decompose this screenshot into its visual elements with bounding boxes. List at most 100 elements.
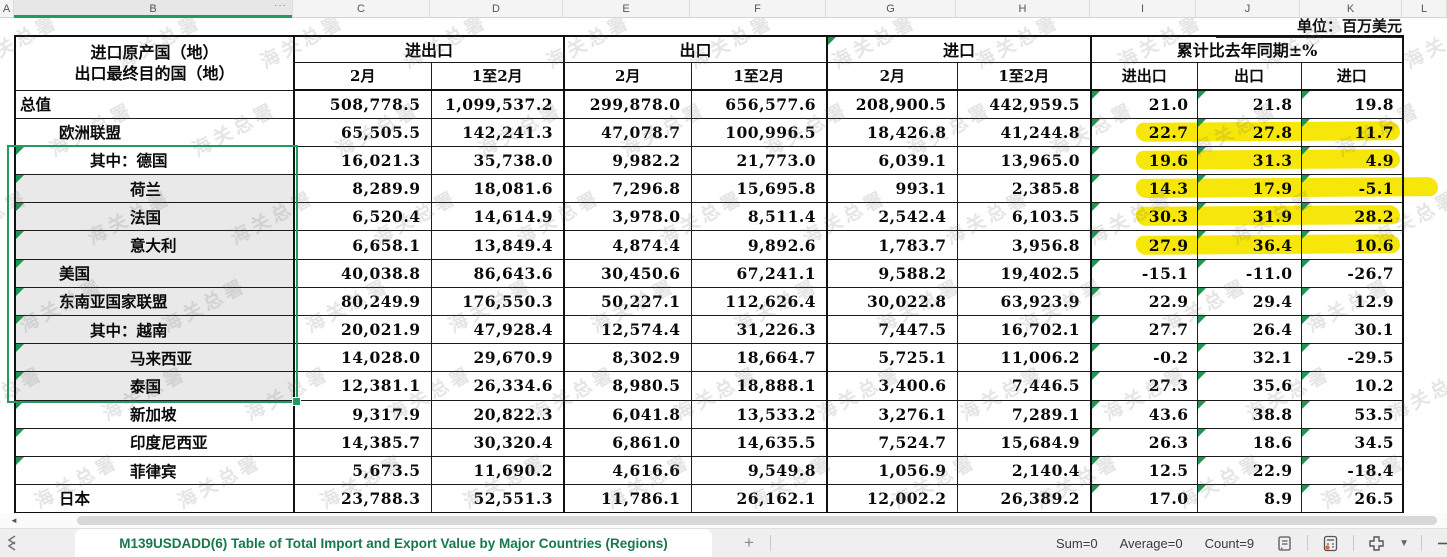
scrollbar-thumb[interactable] [77, 516, 1437, 525]
value-cell[interactable]: 8,289.9 [293, 174, 432, 204]
value-cell[interactable]: 9,588.2 [826, 258, 958, 288]
value-cell[interactable]: 12,002.2 [826, 484, 958, 514]
value-cell[interactable]: -11.0 [1196, 258, 1302, 288]
row-label-cell[interactable]: 菲律宾 [14, 455, 295, 486]
column-header-I[interactable]: I [1090, 0, 1196, 17]
row-label-cell[interactable]: 马来西亚 [14, 343, 295, 373]
value-cell[interactable]: 43.6 [1090, 399, 1198, 429]
value-cell[interactable]: 19.8 [1300, 89, 1404, 119]
column-subheader[interactable]: 2月 [563, 61, 692, 91]
value-cell[interactable]: 1,056.9 [826, 455, 958, 486]
value-cell[interactable]: 18,426.8 [826, 117, 958, 147]
value-cell[interactable]: 19.6 [1090, 145, 1198, 176]
sheet-nav-icon[interactable] [4, 535, 20, 551]
value-cell[interactable]: 21.8 [1196, 89, 1302, 119]
column-subheader[interactable]: 1至2月 [690, 61, 828, 91]
row-label-cell[interactable]: 总值 [14, 89, 295, 119]
value-cell[interactable]: 18,888.1 [690, 371, 828, 401]
value-cell[interactable]: 17.9 [1196, 174, 1302, 204]
value-cell[interactable]: 18.6 [1196, 427, 1302, 457]
value-cell[interactable]: 26.4 [1196, 314, 1302, 345]
value-cell[interactable]: 14,635.5 [690, 427, 828, 457]
value-cell[interactable]: 17.0 [1090, 484, 1198, 514]
value-cell[interactable]: 13,965.0 [956, 145, 1092, 176]
value-cell[interactable]: 11,786.1 [563, 484, 692, 514]
column-header-K[interactable]: K [1300, 0, 1402, 17]
value-cell[interactable]: 112,626.4 [690, 286, 828, 317]
group-header-yoy-change[interactable]: 累计比去年同期±% [1090, 35, 1404, 63]
value-cell[interactable]: 13,533.2 [690, 399, 828, 429]
value-cell[interactable]: 3,276.1 [826, 399, 958, 429]
column-subheader[interactable]: 1至2月 [430, 61, 565, 91]
value-cell[interactable]: 29,670.9 [430, 343, 565, 373]
value-cell[interactable]: 21.0 [1090, 89, 1198, 119]
value-cell[interactable]: 41,244.8 [956, 117, 1092, 147]
value-cell[interactable]: 6,039.1 [826, 145, 958, 176]
value-cell[interactable]: 11.7 [1300, 117, 1404, 147]
value-cell[interactable]: -0.2 [1090, 343, 1198, 373]
row-label-cell[interactable]: 美国 [14, 258, 295, 288]
column-subheader[interactable]: 进口 [1300, 61, 1404, 91]
value-cell[interactable]: 656,577.6 [690, 89, 828, 119]
value-cell[interactable]: 6,861.0 [563, 427, 692, 457]
column-subheader[interactable]: 2月 [826, 61, 958, 91]
column-header-F[interactable]: F [690, 0, 826, 17]
row-label-cell[interactable]: 日本 [14, 484, 295, 514]
value-cell[interactable]: 14,614.9 [430, 202, 565, 232]
value-cell[interactable]: 993.1 [826, 174, 958, 204]
value-cell[interactable]: 4,874.4 [563, 230, 692, 260]
value-cell[interactable]: 22.7 [1090, 117, 1198, 147]
value-cell[interactable]: 142,241.3 [430, 117, 565, 147]
value-cell[interactable]: 34.5 [1300, 427, 1404, 457]
value-cell[interactable]: 3,400.6 [826, 371, 958, 401]
value-cell[interactable]: -18.4 [1300, 455, 1404, 486]
value-cell[interactable]: 26,334.6 [430, 371, 565, 401]
value-cell[interactable]: 6,520.4 [293, 202, 432, 232]
value-cell[interactable]: 15,695.8 [690, 174, 828, 204]
value-cell[interactable]: 67,241.1 [690, 258, 828, 288]
value-cell[interactable]: 32.1 [1196, 343, 1302, 373]
value-cell[interactable]: 7,296.8 [563, 174, 692, 204]
value-cell[interactable]: 30,320.4 [430, 427, 565, 457]
value-cell[interactable]: 6,103.5 [956, 202, 1092, 232]
value-cell[interactable]: 23,788.3 [293, 484, 432, 514]
value-cell[interactable]: 176,550.3 [430, 286, 565, 317]
value-cell[interactable]: 8,302.9 [563, 343, 692, 373]
value-cell[interactable]: 28.2 [1300, 202, 1404, 232]
column-header-D[interactable]: D [430, 0, 563, 17]
value-cell[interactable]: 6,041.8 [563, 399, 692, 429]
chevron-down-icon[interactable]: ▼ [1399, 537, 1409, 549]
value-cell[interactable]: 26.5 [1300, 484, 1404, 514]
value-cell[interactable]: 8,511.4 [690, 202, 828, 232]
value-cell[interactable]: 86,643.6 [430, 258, 565, 288]
value-cell[interactable]: 27.7 [1090, 314, 1198, 345]
add-sheet-button[interactable]: + [744, 533, 754, 552]
value-cell[interactable]: 15,684.9 [956, 427, 1092, 457]
sheet-tab[interactable]: M139USDADD(6) Table of Total Import and … [75, 529, 712, 557]
value-cell[interactable]: 11,690.2 [430, 455, 565, 486]
value-cell[interactable]: 30.1 [1300, 314, 1404, 345]
zoom-out-icon[interactable] [1436, 535, 1447, 552]
value-cell[interactable]: 7,524.7 [826, 427, 958, 457]
value-cell[interactable]: 65,505.5 [293, 117, 432, 147]
table-tools-icon[interactable] [1368, 535, 1385, 552]
column-header-L[interactable]: L [1402, 0, 1447, 17]
value-cell[interactable]: 14,028.0 [293, 343, 432, 373]
value-cell[interactable]: 29.4 [1196, 286, 1302, 317]
value-cell[interactable]: 31,226.3 [690, 314, 828, 345]
value-cell[interactable]: 11,006.2 [956, 343, 1092, 373]
column-header-C[interactable]: C [293, 0, 430, 17]
value-cell[interactable]: 6,658.1 [293, 230, 432, 260]
value-cell[interactable]: 26,162.1 [690, 484, 828, 514]
row-label-cell[interactable]: 泰国 [14, 371, 295, 401]
value-cell[interactable]: 30,022.8 [826, 286, 958, 317]
value-cell[interactable]: 13,849.4 [430, 230, 565, 260]
value-cell[interactable]: 3,978.0 [563, 202, 692, 232]
value-cell[interactable]: 2,542.4 [826, 202, 958, 232]
value-cell[interactable]: 38.8 [1196, 399, 1302, 429]
value-cell[interactable]: 27.3 [1090, 371, 1198, 401]
value-cell[interactable]: 22.9 [1090, 286, 1198, 317]
value-cell[interactable]: 26.3 [1090, 427, 1198, 457]
value-cell[interactable]: 12,574.4 [563, 314, 692, 345]
value-cell[interactable]: 8.9 [1196, 484, 1302, 514]
